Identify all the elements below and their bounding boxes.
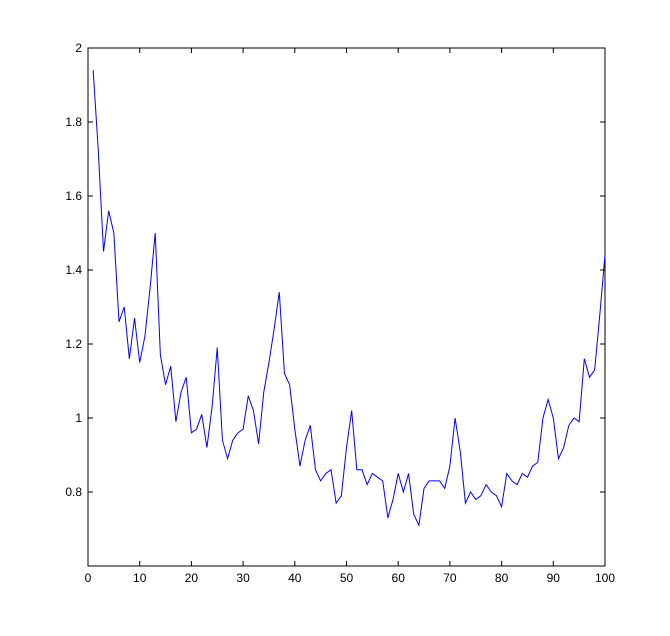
x-tick-label: 40 <box>288 571 302 585</box>
y-tick-label: 0.8 <box>65 485 82 499</box>
line <box>92 70 606 528</box>
x-tick-label: 100 <box>595 571 615 585</box>
y-tick-label: 1.6 <box>65 189 82 203</box>
x-tick-label: 50 <box>340 571 354 585</box>
x-tick-label: 20 <box>185 571 199 585</box>
y-tick-label: 2 <box>75 41 82 55</box>
x-tick-label: 60 <box>392 571 406 585</box>
x-tick-label: 80 <box>495 571 509 585</box>
plot-area <box>87 47 606 567</box>
y-tick-label: 1.8 <box>65 115 82 129</box>
x-tick-label: 10 <box>133 571 147 585</box>
x-tick-label: 90 <box>547 571 561 585</box>
y-tick-label: 1.2 <box>65 337 82 351</box>
x-tick-label: 30 <box>236 571 250 585</box>
x-tick-label: 70 <box>443 571 457 585</box>
y-tick-label: 1.4 <box>65 263 82 277</box>
y-tick-label: 1 <box>75 411 82 425</box>
x-tick-label: 0 <box>85 571 92 585</box>
